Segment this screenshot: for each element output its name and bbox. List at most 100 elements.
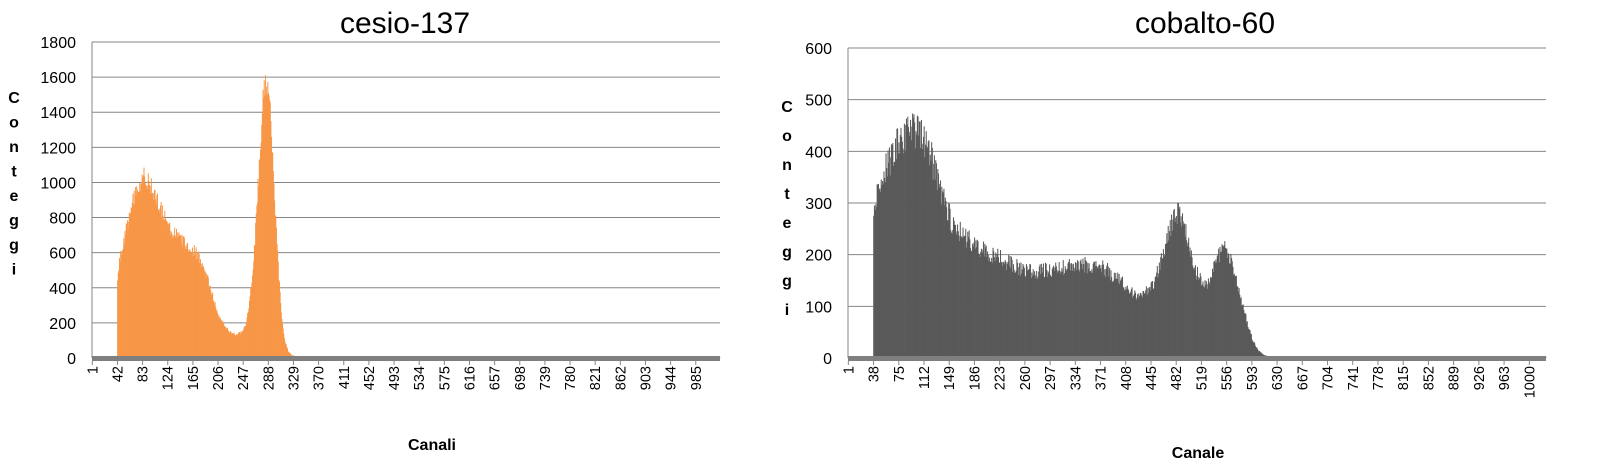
bar [961, 236, 963, 358]
bar [206, 273, 208, 358]
bar [1010, 267, 1012, 358]
bar [127, 228, 129, 358]
bar [126, 220, 128, 358]
bar [875, 206, 877, 358]
bar [1092, 263, 1094, 358]
bar [1257, 350, 1259, 358]
bar [1147, 288, 1149, 358]
bar [266, 86, 268, 359]
bar [1247, 326, 1249, 358]
bar [1224, 241, 1226, 358]
bar [1190, 250, 1192, 358]
bar [117, 280, 119, 358]
bar [217, 313, 219, 358]
bar [152, 192, 154, 358]
bar [142, 175, 144, 358]
bar [198, 251, 200, 358]
bar [1036, 270, 1038, 358]
bar [1031, 272, 1033, 358]
bar [948, 203, 950, 358]
bar [136, 189, 138, 358]
bar [124, 230, 126, 358]
bar [1085, 261, 1087, 358]
bar [289, 352, 291, 358]
bar [922, 149, 924, 358]
bar [193, 255, 195, 358]
bar [986, 256, 988, 358]
bar [194, 255, 196, 358]
bar [1174, 221, 1176, 358]
bar [229, 331, 231, 358]
bar [1067, 263, 1069, 358]
bar [1068, 261, 1070, 358]
bar [1023, 265, 1025, 358]
bar [942, 191, 944, 358]
bar [241, 331, 243, 358]
bar [1034, 271, 1036, 358]
bar [1242, 304, 1244, 358]
x-tick-label: 297 [1043, 366, 1059, 390]
bar [1062, 260, 1064, 358]
bar [976, 239, 978, 358]
bar [187, 243, 189, 358]
bar [1107, 262, 1109, 358]
bar [980, 248, 982, 358]
bar [903, 153, 905, 358]
bar [885, 153, 887, 358]
bar [1168, 240, 1170, 358]
bar [1088, 263, 1090, 358]
bar [1214, 262, 1216, 358]
bar [1232, 266, 1234, 358]
bar [969, 239, 971, 358]
bar [168, 222, 170, 358]
bar [999, 262, 1001, 358]
bar [1186, 240, 1188, 358]
bar [884, 177, 886, 358]
bar [1051, 268, 1053, 358]
bar [276, 243, 278, 358]
bar [1112, 282, 1114, 358]
bar [1253, 341, 1255, 358]
bar [965, 247, 967, 358]
bar [244, 326, 246, 358]
bar [138, 192, 139, 358]
bar [1192, 268, 1194, 358]
bar [1150, 282, 1152, 358]
bar [1135, 297, 1137, 358]
y-tick-label: 500 [805, 93, 832, 110]
bar [1020, 262, 1022, 358]
bar [190, 253, 192, 358]
y-tick-label: 400 [49, 281, 76, 298]
bar [1155, 276, 1157, 358]
bar [1117, 282, 1119, 358]
bar [958, 235, 960, 358]
bar [176, 228, 177, 358]
bar [161, 205, 163, 358]
bar [976, 247, 978, 358]
bar [1126, 285, 1128, 358]
bar [1157, 277, 1159, 358]
bar [1237, 286, 1239, 358]
bar [1053, 265, 1055, 358]
bar [884, 182, 886, 358]
bar [1066, 270, 1068, 358]
bar [877, 183, 880, 358]
bar [201, 266, 203, 358]
bar [903, 123, 905, 358]
bar [876, 184, 878, 358]
bar [195, 247, 197, 358]
bar [895, 138, 897, 358]
bar [155, 204, 157, 358]
bar [985, 245, 987, 358]
bar [159, 208, 161, 358]
y-tick-label: 800 [49, 211, 76, 228]
bar [1196, 279, 1198, 358]
bar [1237, 291, 1239, 358]
bar [1055, 262, 1057, 358]
bar [914, 148, 916, 358]
y-tick-label: 1400 [40, 105, 76, 122]
bar [150, 178, 152, 358]
bar [1143, 290, 1145, 358]
